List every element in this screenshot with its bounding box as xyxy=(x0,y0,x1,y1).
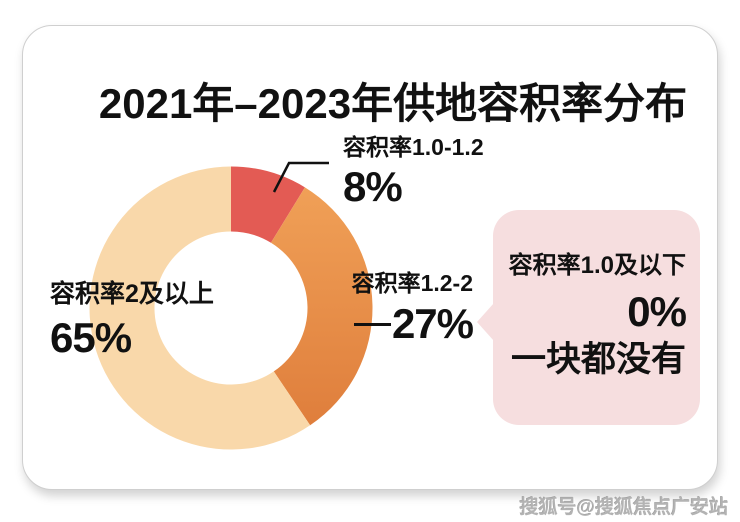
segment-3-label: 容积率2及以上 xyxy=(50,280,214,308)
annotation-label: 容积率1.0及以下 xyxy=(508,252,686,279)
callout-segment-3: 容积率2及以上 65% xyxy=(50,282,214,359)
chart-title: 2021年–2023年供地容积率分布 xyxy=(98,80,688,127)
leader-dash-27pct xyxy=(353,322,391,326)
donut-segment-3 xyxy=(89,166,311,450)
callout-segment-2: 容积率1.2-2 27% xyxy=(340,270,474,347)
segment-1-label: 容积率1.0-1.2 xyxy=(343,134,484,160)
segment-3-value: 65% xyxy=(50,314,132,361)
segment-1-value: 8% xyxy=(343,163,403,210)
annotation-note: 一块都没有 xyxy=(510,340,686,379)
donut-chart xyxy=(89,166,373,450)
donut-segment-2 xyxy=(270,187,373,426)
segment-2-value: 27% xyxy=(391,300,474,347)
watermark: 搜狐号@搜狐焦点广安站 xyxy=(519,497,728,518)
bubble-tail xyxy=(477,303,494,341)
annotation-bubble: 容积率1.0及以下 0% 一块都没有 xyxy=(477,210,700,425)
annotation-value: 0% xyxy=(627,288,687,335)
segment-2-label: 容积率1.2-2 xyxy=(351,270,473,296)
callout-segment-1: 容积率1.0-1.2 8% xyxy=(343,136,484,208)
